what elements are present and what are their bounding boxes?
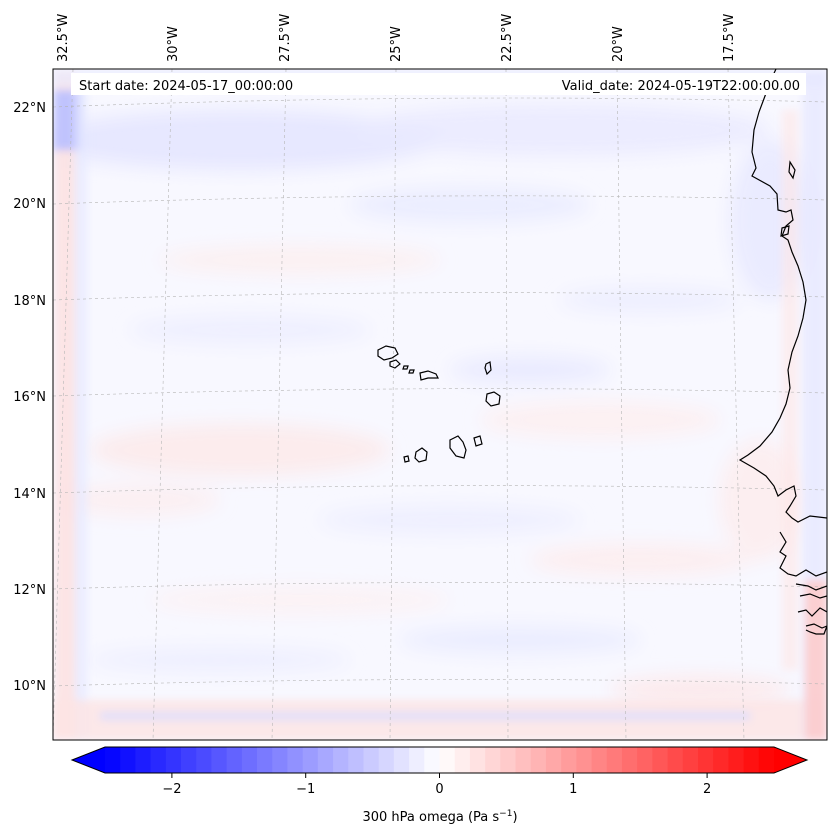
colorbar-label-suffix: ) — [512, 810, 517, 825]
info-banner-background — [71, 73, 806, 95]
colorbar-segment — [196, 747, 213, 773]
longitude-labels: 32.5°W 30°W 27.5°W 25°W 22.5°W 20°W 17.5… — [56, 14, 737, 62]
colorbar-segment — [226, 747, 243, 773]
start-date-label: Start date: 2024-05-17_00:00:00 — [79, 79, 293, 94]
colorbar-tick-label: −2 — [162, 782, 181, 797]
colorbar-segment — [500, 747, 517, 773]
colorbar-segment — [105, 747, 121, 773]
colorbar-tick-label: 1 — [569, 782, 577, 797]
latitude-labels: 22°N 20°N 18°N 16°N 14°N 12°N 10°N — [13, 101, 46, 694]
colorbar-outline — [70, 746, 809, 774]
lat-label-14n: 14°N — [13, 487, 46, 502]
lat-label-20n: 20°N — [13, 197, 46, 212]
colorbar-segment — [424, 747, 441, 773]
omega-field-texture — [53, 104, 810, 704]
colorbar-tick-label: 2 — [703, 782, 711, 797]
colorbar-extend-high — [774, 747, 807, 773]
colorbar-segment — [241, 747, 258, 773]
colorbar-segment — [135, 747, 152, 773]
map-panel — [53, 69, 827, 740]
colorbar-segment — [302, 747, 319, 773]
colorbar-segments — [105, 747, 775, 773]
lon-label-22-5w: 22.5°W — [500, 14, 515, 62]
colorbar-tick-label: 0 — [435, 782, 443, 797]
colorbar-segment — [150, 747, 167, 773]
colorbar-segment — [348, 747, 365, 773]
colorbar-segment — [545, 747, 562, 773]
colorbar-segment — [621, 747, 638, 773]
colorbar-label-exponent: −1 — [499, 809, 512, 819]
field-background — [53, 69, 827, 740]
colorbar-segment — [393, 747, 410, 773]
valid-date-label: Valid_date: 2024-05-19T22:00:00.00 — [562, 79, 800, 94]
lat-label-22n: 22°N — [13, 101, 46, 116]
colorbar-segment — [743, 747, 760, 773]
lon-label-27-5w: 27.5°W — [278, 14, 293, 62]
colorbar-segment — [561, 747, 577, 773]
colorbar-segment — [287, 747, 304, 773]
colorbar-segment — [272, 747, 289, 773]
lat-label-10n: 10°N — [13, 679, 46, 694]
colorbar-segment — [409, 747, 425, 773]
colorbar-segment — [165, 747, 182, 773]
colorbar-segment — [591, 747, 608, 773]
colorbar-segment — [333, 747, 349, 773]
colorbar-segment — [667, 747, 684, 773]
colorbar-label-prefix: 300 hPa omega (Pa s — [362, 810, 499, 825]
lon-label-17-5w: 17.5°W — [722, 14, 737, 62]
colorbar-segment — [439, 747, 456, 773]
colorbar-segment — [530, 747, 547, 773]
colorbar-segment — [363, 747, 380, 773]
colorbar-segment — [697, 747, 714, 773]
colorbar-segment — [713, 747, 729, 773]
colorbar-segment — [211, 747, 228, 773]
colorbar-extend-low — [72, 747, 105, 773]
colorbar-segment — [120, 747, 136, 773]
colorbar-segment — [728, 747, 745, 773]
lon-label-20w: 20°W — [611, 26, 626, 62]
lat-label-12n: 12°N — [13, 583, 46, 598]
colorbar-segment — [485, 747, 501, 773]
colorbar-tick-label: −1 — [296, 782, 315, 797]
colorbar-segment — [682, 747, 699, 773]
colorbar-segment — [637, 747, 653, 773]
lon-label-32-5w: 32.5°W — [56, 14, 71, 62]
colorbar-segment — [469, 747, 486, 773]
colorbar-segment — [758, 747, 775, 773]
colorbar-segment — [181, 747, 197, 773]
colorbar-segment — [652, 747, 669, 773]
lat-label-18n: 18°N — [13, 294, 46, 309]
colorbar-segment — [317, 747, 334, 773]
lon-label-25w: 25°W — [389, 26, 404, 62]
colorbar-segment — [515, 747, 532, 773]
colorbar-segment — [378, 747, 395, 773]
colorbar: −2 −1 0 1 2 300 hPa omega (Pa s−1) — [70, 746, 809, 825]
coastline — [377, 69, 827, 635]
graticule — [53, 69, 827, 740]
lon-label-30w: 30°W — [166, 26, 181, 62]
colorbar-segment — [606, 747, 623, 773]
colorbar-segment — [257, 747, 273, 773]
map-frame — [52, 68, 828, 741]
colorbar-ticks: −2 −1 0 1 2 — [162, 773, 711, 797]
colorbar-segment — [454, 747, 471, 773]
lat-label-16n: 16°N — [13, 390, 46, 405]
colorbar-segment — [576, 747, 593, 773]
colorbar-label: 300 hPa omega (Pa s−1) — [362, 809, 517, 825]
